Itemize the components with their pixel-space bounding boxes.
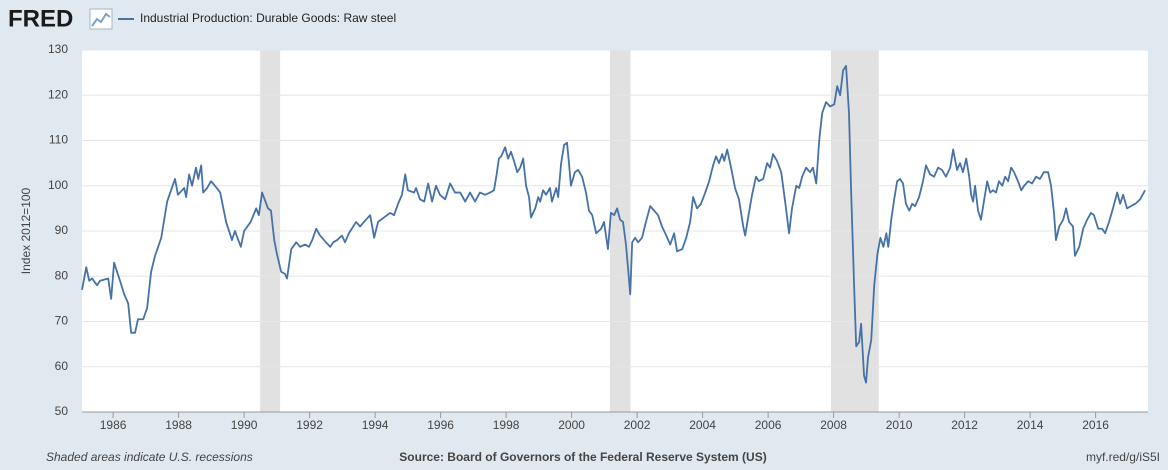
x-tick-label: 2016 — [1082, 418, 1109, 432]
y-tick-label: 130 — [48, 42, 68, 56]
y-tick-label: 70 — [55, 314, 69, 328]
link[interactable]: myf.red/g/iS5I — [1086, 450, 1160, 464]
x-tick-label: 2004 — [689, 418, 716, 432]
note: Shaded areas indicate U.S. recessions — [46, 450, 253, 464]
logo-icon — [89, 8, 113, 30]
logo: FRED — [8, 5, 73, 32]
x-tick-label: 2000 — [558, 418, 585, 432]
y-tick-label: 80 — [55, 268, 69, 282]
y-tick-label: 120 — [48, 87, 68, 101]
x-tick-label: 1988 — [165, 418, 192, 432]
source: Source: Board of Governors of the Federa… — [399, 450, 766, 464]
x-tick-label: 2012 — [951, 418, 978, 432]
y-tick-label: 60 — [55, 359, 69, 373]
y-tick-label: 110 — [49, 133, 68, 147]
x-tick-label: 1986 — [100, 418, 127, 432]
x-tick-label: 2010 — [886, 418, 913, 432]
x-tick-label: 2008 — [820, 418, 847, 432]
legend-label: Industrial Production: Durable Goods: Ra… — [140, 11, 396, 25]
x-tick-label: 1990 — [231, 418, 258, 432]
x-tick-label: 1998 — [493, 418, 520, 432]
x-tick-label: 2006 — [755, 418, 782, 432]
x-tick-label: 1992 — [296, 418, 323, 432]
y-tick-label: 90 — [55, 223, 69, 237]
series-line — [81, 64, 1146, 384]
x-tick-label: 1996 — [427, 418, 454, 432]
y-axis-label: Index 2012=100 — [19, 187, 33, 274]
x-tick-label: 2014 — [1017, 418, 1044, 432]
x-tick-label: 2002 — [624, 418, 651, 432]
y-tick-label: 50 — [55, 404, 69, 418]
x-tick-label: 1994 — [362, 418, 389, 432]
y-tick-label: 100 — [48, 178, 68, 192]
